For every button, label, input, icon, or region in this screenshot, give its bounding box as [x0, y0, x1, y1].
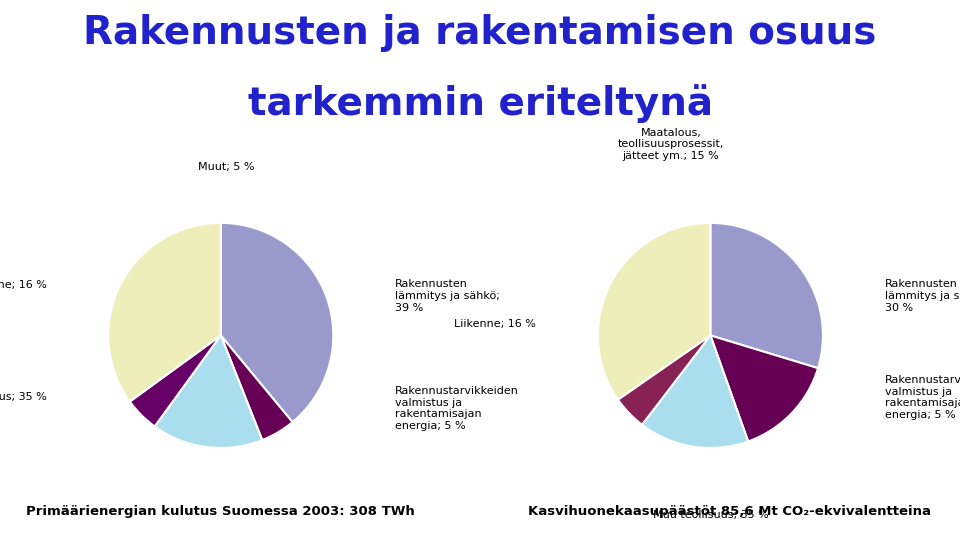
- Wedge shape: [618, 335, 710, 425]
- Text: Muut; 5 %: Muut; 5 %: [198, 162, 254, 172]
- Text: Liikenne; 16 %: Liikenne; 16 %: [0, 280, 46, 290]
- Text: Muu teollisuus; 35 %: Muu teollisuus; 35 %: [0, 392, 46, 403]
- Wedge shape: [710, 335, 818, 441]
- Text: Primäärienergian kulutus Suomessa 2003: 308 TWh: Primäärienergian kulutus Suomessa 2003: …: [27, 505, 415, 518]
- Wedge shape: [642, 335, 748, 448]
- Text: Maatalous,
teollisuusprosessit,
jätteet ym.; 15 %: Maatalous, teollisuusprosessit, jätteet …: [618, 128, 724, 161]
- Text: Muu teollisuus; 35 %: Muu teollisuus; 35 %: [653, 510, 768, 520]
- Text: tarkemmin eriteltynä: tarkemmin eriteltynä: [248, 84, 712, 123]
- Text: Liikenne; 16 %: Liikenne; 16 %: [454, 319, 536, 329]
- Wedge shape: [155, 335, 262, 448]
- Text: Rakennusten ja rakentamisen osuus: Rakennusten ja rakentamisen osuus: [84, 14, 876, 51]
- Wedge shape: [108, 223, 221, 401]
- Wedge shape: [710, 223, 823, 368]
- Wedge shape: [221, 335, 293, 440]
- Wedge shape: [130, 335, 221, 426]
- Text: Kasvihuonekaasupäästöt 85,6 Mt CO₂-ekvivalentteina: Kasvihuonekaasupäästöt 85,6 Mt CO₂-ekviv…: [528, 505, 931, 518]
- Text: Rakennusten
lämmitys ja sähkö;
30 %: Rakennusten lämmitys ja sähkö; 30 %: [885, 280, 960, 313]
- Wedge shape: [221, 223, 333, 422]
- Text: Rakennusten
lämmitys ja sähkö;
39 %: Rakennusten lämmitys ja sähkö; 39 %: [396, 280, 500, 313]
- Wedge shape: [598, 223, 710, 400]
- Text: Rakennustarvikkeiden
valmistus ja
rakentamisajan
energia; 5 %: Rakennustarvikkeiden valmistus ja rakent…: [396, 386, 519, 431]
- Text: Rakennustarvikkeiden
valmistus ja
rakentamisajan
energia; 5 %: Rakennustarvikkeiden valmistus ja rakent…: [885, 375, 960, 420]
